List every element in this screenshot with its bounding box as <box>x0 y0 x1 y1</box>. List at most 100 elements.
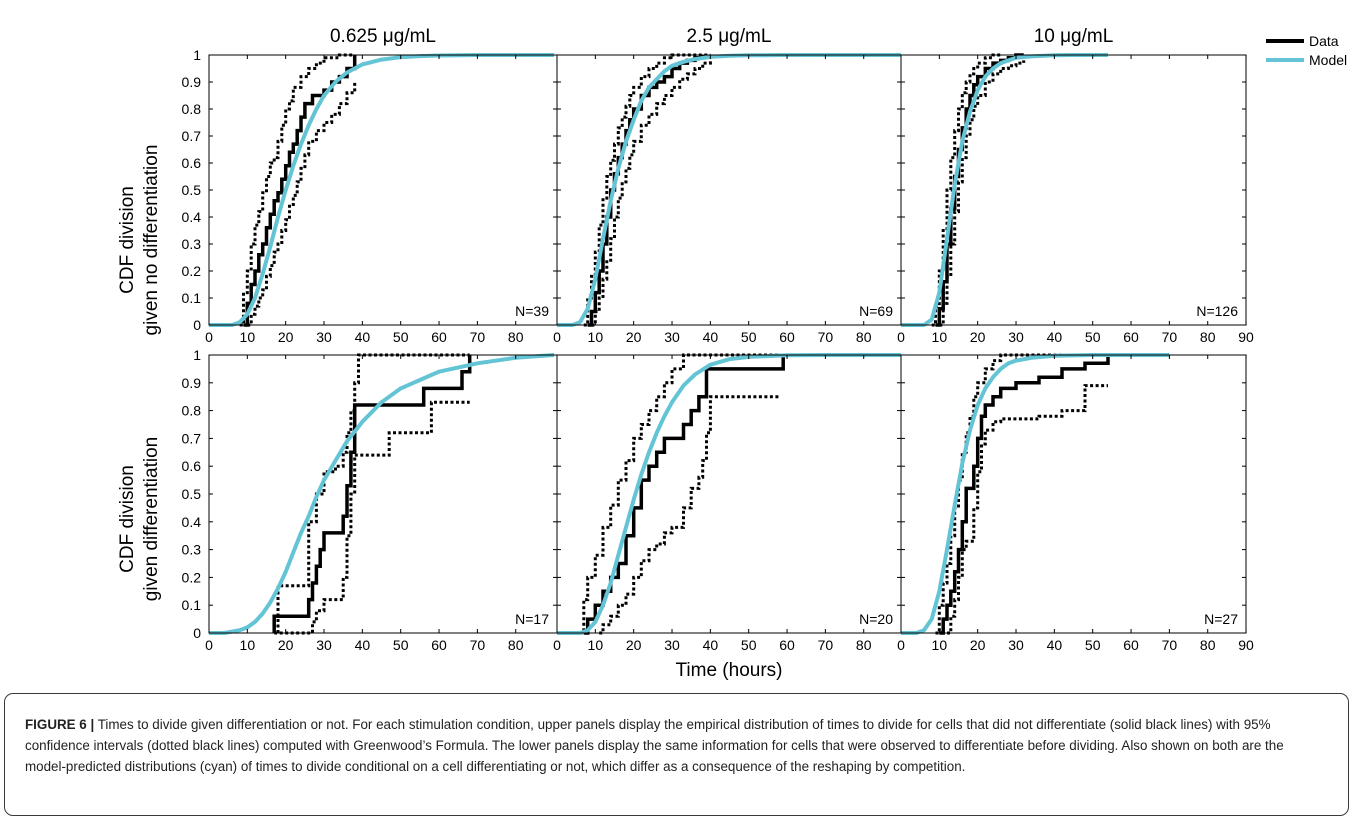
y-tick-label: 0.8 <box>182 101 202 117</box>
panel-bottom-left: 0 10 20 30 40 50 60 70 8000.10.20.30.40.50.60.70… <box>182 347 558 653</box>
y-tick-label: 0.7 <box>182 128 202 144</box>
row-label-top-line2: given no differentiation <box>141 145 162 336</box>
sample-size-label: N=39 <box>515 303 549 319</box>
y-tick-label: 0.9 <box>182 375 202 391</box>
x-tick-label: 80 <box>1200 329 1216 345</box>
x-tick-label: 70 <box>470 637 486 653</box>
sample-size-label: N=126 <box>1196 303 1238 319</box>
x-tick-label: 90 <box>1238 637 1254 653</box>
x-tick-label: 0 <box>553 637 561 653</box>
y-tick-label: 1 <box>193 47 201 63</box>
confidence-bound-line <box>580 353 780 635</box>
x-tick-label: 10 <box>588 329 604 345</box>
y-tick-label: 0.3 <box>182 236 202 252</box>
x-tick-label: 60 <box>1123 329 1139 345</box>
x-tick-label: 70 <box>1162 637 1178 653</box>
data-step-line <box>939 355 1110 635</box>
row-label-top-line1: CDF division <box>117 186 138 294</box>
x-tick-label: 0 <box>553 329 561 345</box>
figure-caption: FIGURE 6 | Times to divide given differe… <box>4 693 1349 816</box>
y-tick-label: 0.5 <box>182 182 202 198</box>
column-title: 10 μg/mL <box>1034 26 1114 47</box>
x-tick-label: 70 <box>818 329 834 345</box>
legend-model-label: Model <box>1309 52 1347 68</box>
x-tick-label: 30 <box>316 329 332 345</box>
x-tick-label: 80 <box>856 637 872 653</box>
x-tick-label: 90 <box>1238 329 1254 345</box>
y-tick-label: 0.2 <box>182 569 202 585</box>
x-tick-label: 0 <box>897 637 905 653</box>
confidence-bound-line <box>931 53 1001 327</box>
y-tick-label: 0.6 <box>182 458 202 474</box>
x-tick-label: 40 <box>1047 637 1063 653</box>
x-tick-label: 10 <box>588 637 604 653</box>
sample-size-label: N=69 <box>859 303 893 319</box>
x-tick-label: 50 <box>393 329 409 345</box>
x-tick-label: 70 <box>470 329 486 345</box>
confidence-bound-line <box>276 353 470 633</box>
confidence-bound-line <box>247 82 357 327</box>
x-tick-label: 0 <box>897 329 905 345</box>
x-tick-label: 50 <box>741 329 757 345</box>
x-tick-label: 0 <box>205 329 213 345</box>
row-label-bottom-line1: CDF division <box>117 465 138 573</box>
confidence-bound-line <box>591 60 712 327</box>
x-tick-label: 40 <box>703 329 719 345</box>
series-group <box>557 53 901 327</box>
series-group <box>557 353 901 635</box>
figure-6-panels: 0.625 μg/mL 2.5 μg/mL 10 μg/mL 0 10 20 30 40 50… <box>117 26 1347 681</box>
x-tick-label: 50 <box>741 637 757 653</box>
x-tick-label: 50 <box>1085 637 1101 653</box>
y-tick-label: 0.7 <box>182 430 202 446</box>
model-curve <box>901 53 1108 327</box>
series-group <box>901 353 1170 635</box>
model-curve <box>557 353 901 635</box>
legend-data-label: Data <box>1309 33 1339 49</box>
row-label-bottom-line2: given differentiation <box>141 437 162 601</box>
series-group <box>209 353 555 635</box>
y-tick-label: 0.5 <box>182 486 202 502</box>
y-tick-label: 0.4 <box>182 514 202 530</box>
caption-label: FIGURE 6 | <box>25 717 95 732</box>
x-tick-label: 10 <box>932 329 948 345</box>
y-tick-label: 0.2 <box>182 263 202 279</box>
panel-bottom-right: 0 10 20 30 40 50 60 70 80 90N=27 <box>897 353 1254 653</box>
panel-top-right: 0 10 20 30 40 50 60 70 80 90N=126 <box>897 53 1254 345</box>
data-step-line <box>272 355 472 633</box>
x-tick-label: 20 <box>626 637 642 653</box>
model-curve <box>557 53 901 327</box>
x-tick-label: 70 <box>1162 329 1178 345</box>
x-tick-label: 30 <box>1008 329 1024 345</box>
x-tick-label: 80 <box>1200 637 1216 653</box>
x-tick-label: 80 <box>856 329 872 345</box>
sample-size-label: N=27 <box>1204 611 1238 627</box>
x-tick-label: 70 <box>818 637 834 653</box>
x-tick-label: 40 <box>703 637 719 653</box>
x-tick-label: 20 <box>626 329 642 345</box>
model-curve <box>209 353 555 635</box>
x-tick-label: 80 <box>508 637 524 653</box>
x-tick-label: 30 <box>664 329 680 345</box>
x-tick-label: 40 <box>1047 329 1063 345</box>
panel-grid: 0 10 20 30 40 50 60 70 8000.10.20.30.40.50.60.70… <box>182 47 1255 653</box>
confidence-bound-line <box>599 395 780 635</box>
x-axis-label: Time (hours) <box>676 660 783 681</box>
y-tick-label: 0.3 <box>182 542 202 558</box>
model-curve <box>209 53 555 327</box>
panel-frame <box>208 354 558 634</box>
y-tick-label: 0.1 <box>182 597 202 613</box>
confidence-bound-line <box>274 400 470 635</box>
column-titles: 0.625 μg/mL 2.5 μg/mL 10 μg/mL <box>330 26 1113 47</box>
panel-top-middle: 0 10 20 30 40 50 60 70 80 N=69 <box>553 53 902 345</box>
series-group <box>901 53 1108 327</box>
x-tick-label: 30 <box>664 637 680 653</box>
data-step-line <box>583 355 785 635</box>
x-tick-label: 30 <box>316 637 332 653</box>
x-tick-label: 60 <box>431 637 447 653</box>
x-tick-label: 50 <box>1085 329 1101 345</box>
x-tick-label: 60 <box>779 329 795 345</box>
x-tick-label: 50 <box>393 637 409 653</box>
x-tick-label: 20 <box>278 329 294 345</box>
x-tick-label: 0 <box>205 637 213 653</box>
panel-bottom-middle: 0 10 20 30 40 50 60 70 80 N=20 <box>553 353 902 653</box>
